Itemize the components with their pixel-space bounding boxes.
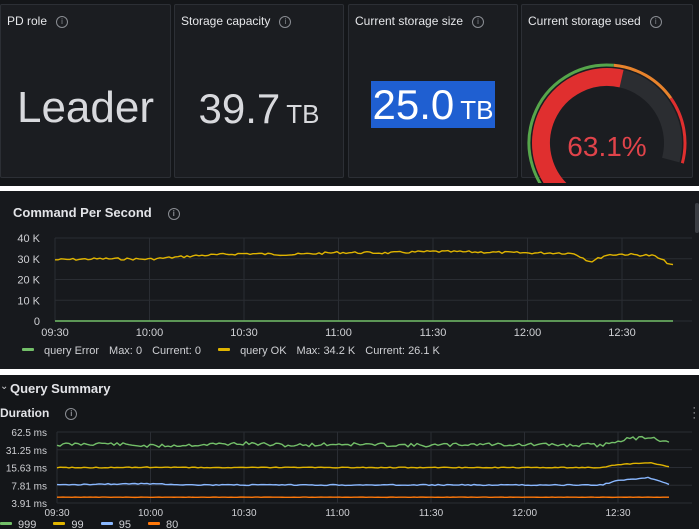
series-line-99 (56, 462, 670, 469)
info-icon[interactable]: i (472, 16, 485, 28)
current-storage-size-stat: 25.0 TB (349, 81, 517, 129)
gauge-value-arc (532, 68, 624, 183)
y-tick-label: 40 K (17, 233, 40, 245)
y-tick-label: 15.63 ms (6, 464, 47, 475)
y-tick-label: 62.5 ms (11, 428, 47, 439)
info-icon[interactable]: i (649, 16, 662, 28)
duration-chart[interactable]: 3.91 ms 7.81 ms 15.63 ms 31.25 ms 62.5 ms 09:… (0, 375, 699, 529)
series-line-999 (56, 435, 670, 449)
panel-title: Storage capacity (181, 14, 271, 28)
current-storage-size-panel[interactable]: Current storage size i 25.0 TB (348, 4, 518, 178)
legend-swatch (53, 522, 66, 525)
legend-swatch (218, 348, 231, 351)
scrollbar[interactable] (695, 203, 699, 233)
selected-text-highlight: 25.0 TB (370, 81, 496, 128)
panel-title: Duration (0, 406, 50, 420)
x-tick-label: 09:30 (41, 327, 69, 339)
info-icon[interactable]: i (56, 16, 69, 28)
storage-capacity-value: 39.7 (198, 85, 281, 132)
info-icon[interactable]: i (167, 208, 180, 220)
pd-role-panel[interactable]: PD role i Leader (0, 4, 171, 178)
legend-item-999[interactable]: 999 (0, 519, 36, 529)
series-line-query-ok (54, 249, 674, 266)
info-icon[interactable]: i (279, 16, 292, 28)
series-line-95 (56, 476, 670, 487)
pd-role-value: Leader (16, 83, 154, 132)
storage-capacity-panel[interactable]: Storage capacity i 39.7 TB (174, 4, 344, 178)
y-tick-label: 10 K (17, 295, 40, 307)
y-tick-label: 0 (34, 316, 40, 328)
gauge-threshold-green (527, 63, 614, 183)
legend-swatch (22, 348, 34, 351)
x-tick-label: 12:00 (514, 327, 542, 339)
x-tick-label: 11:00 (325, 508, 350, 519)
x-tick-label: 12:30 (608, 327, 636, 339)
current-storage-size-value: 25.0 (372, 81, 455, 128)
legend-swatch (100, 522, 113, 525)
legend-item-95[interactable]: 95 (100, 519, 131, 529)
panel-title: PD role (7, 14, 48, 28)
panel-title: Command Per Second (13, 205, 152, 220)
x-tick-label: 12:00 (512, 508, 537, 519)
y-tick-label: 7.81 ms (11, 481, 47, 492)
x-tick-label: 11:30 (419, 508, 444, 519)
chart-legend: query Error Max: 0 Current: 0 query OK Max:… (22, 345, 454, 357)
storage-used-gauge (527, 63, 687, 183)
command-per-second-panel[interactable]: Command Per Second i 0 10 K 20 K 30 K 40 K 09:… (0, 191, 699, 369)
y-tick-label: 20 K (17, 275, 40, 287)
x-tick-label: 10:30 (231, 508, 256, 519)
legend-item-query-ok[interactable]: query OK Max: 34.2 K Current: 26.1 K (218, 345, 440, 357)
panel-title: Current storage size (355, 14, 464, 28)
storage-capacity-unit: TB (286, 99, 320, 129)
chart-legend: 999 99 95 80 (0, 519, 192, 529)
x-tick-label: 10:00 (136, 327, 164, 339)
storage-used-value: 63.1% (567, 131, 647, 162)
x-tick-label: 12:30 (605, 508, 630, 519)
gauge-threshold-orange (613, 63, 673, 100)
current-storage-used-panel[interactable]: Current storage used i 63.1% (521, 4, 693, 183)
x-tick-label: 11:30 (420, 327, 447, 339)
chevron-down-icon[interactable]: ⌄ (0, 381, 9, 392)
y-tick-label: 31.25 ms (6, 446, 47, 457)
panel-title: Current storage used (528, 14, 641, 28)
current-storage-size-unit: TB (460, 95, 494, 125)
legend-item-80[interactable]: 80 (148, 519, 178, 529)
info-icon[interactable]: i (65, 408, 78, 420)
y-tick-label: 3.91 ms (11, 499, 47, 510)
storage-capacity-stat: 39.7 TB (175, 85, 343, 133)
legend-swatch (148, 522, 161, 525)
stats-row: PD role i Leader Storage capacity i 39.7 TB… (0, 0, 699, 186)
gauge-threshold-red (669, 97, 687, 164)
x-tick-label: 10:30 (230, 327, 258, 339)
y-tick-label: 30 K (17, 254, 40, 266)
legend-item-query-error[interactable]: query Error Max: 0 Current: 0 (22, 345, 201, 357)
x-tick-label: 11:00 (325, 327, 352, 339)
legend-item-99[interactable]: 99 (53, 519, 84, 529)
menu-icon[interactable]: · · · (692, 402, 696, 424)
legend-swatch (0, 522, 12, 525)
command-per-second-chart[interactable]: 0 10 K 20 K 30 K 40 K 09:30 10:00 10:30 11:00 11:… (0, 191, 699, 341)
x-tick-label: 09:30 (44, 508, 69, 519)
section-title[interactable]: Query Summary (10, 381, 111, 396)
x-tick-label: 10:00 (138, 508, 163, 519)
query-summary-section: ⌄ Query Summary Duration i · · · 3.91 ms 7.8… (0, 375, 699, 529)
